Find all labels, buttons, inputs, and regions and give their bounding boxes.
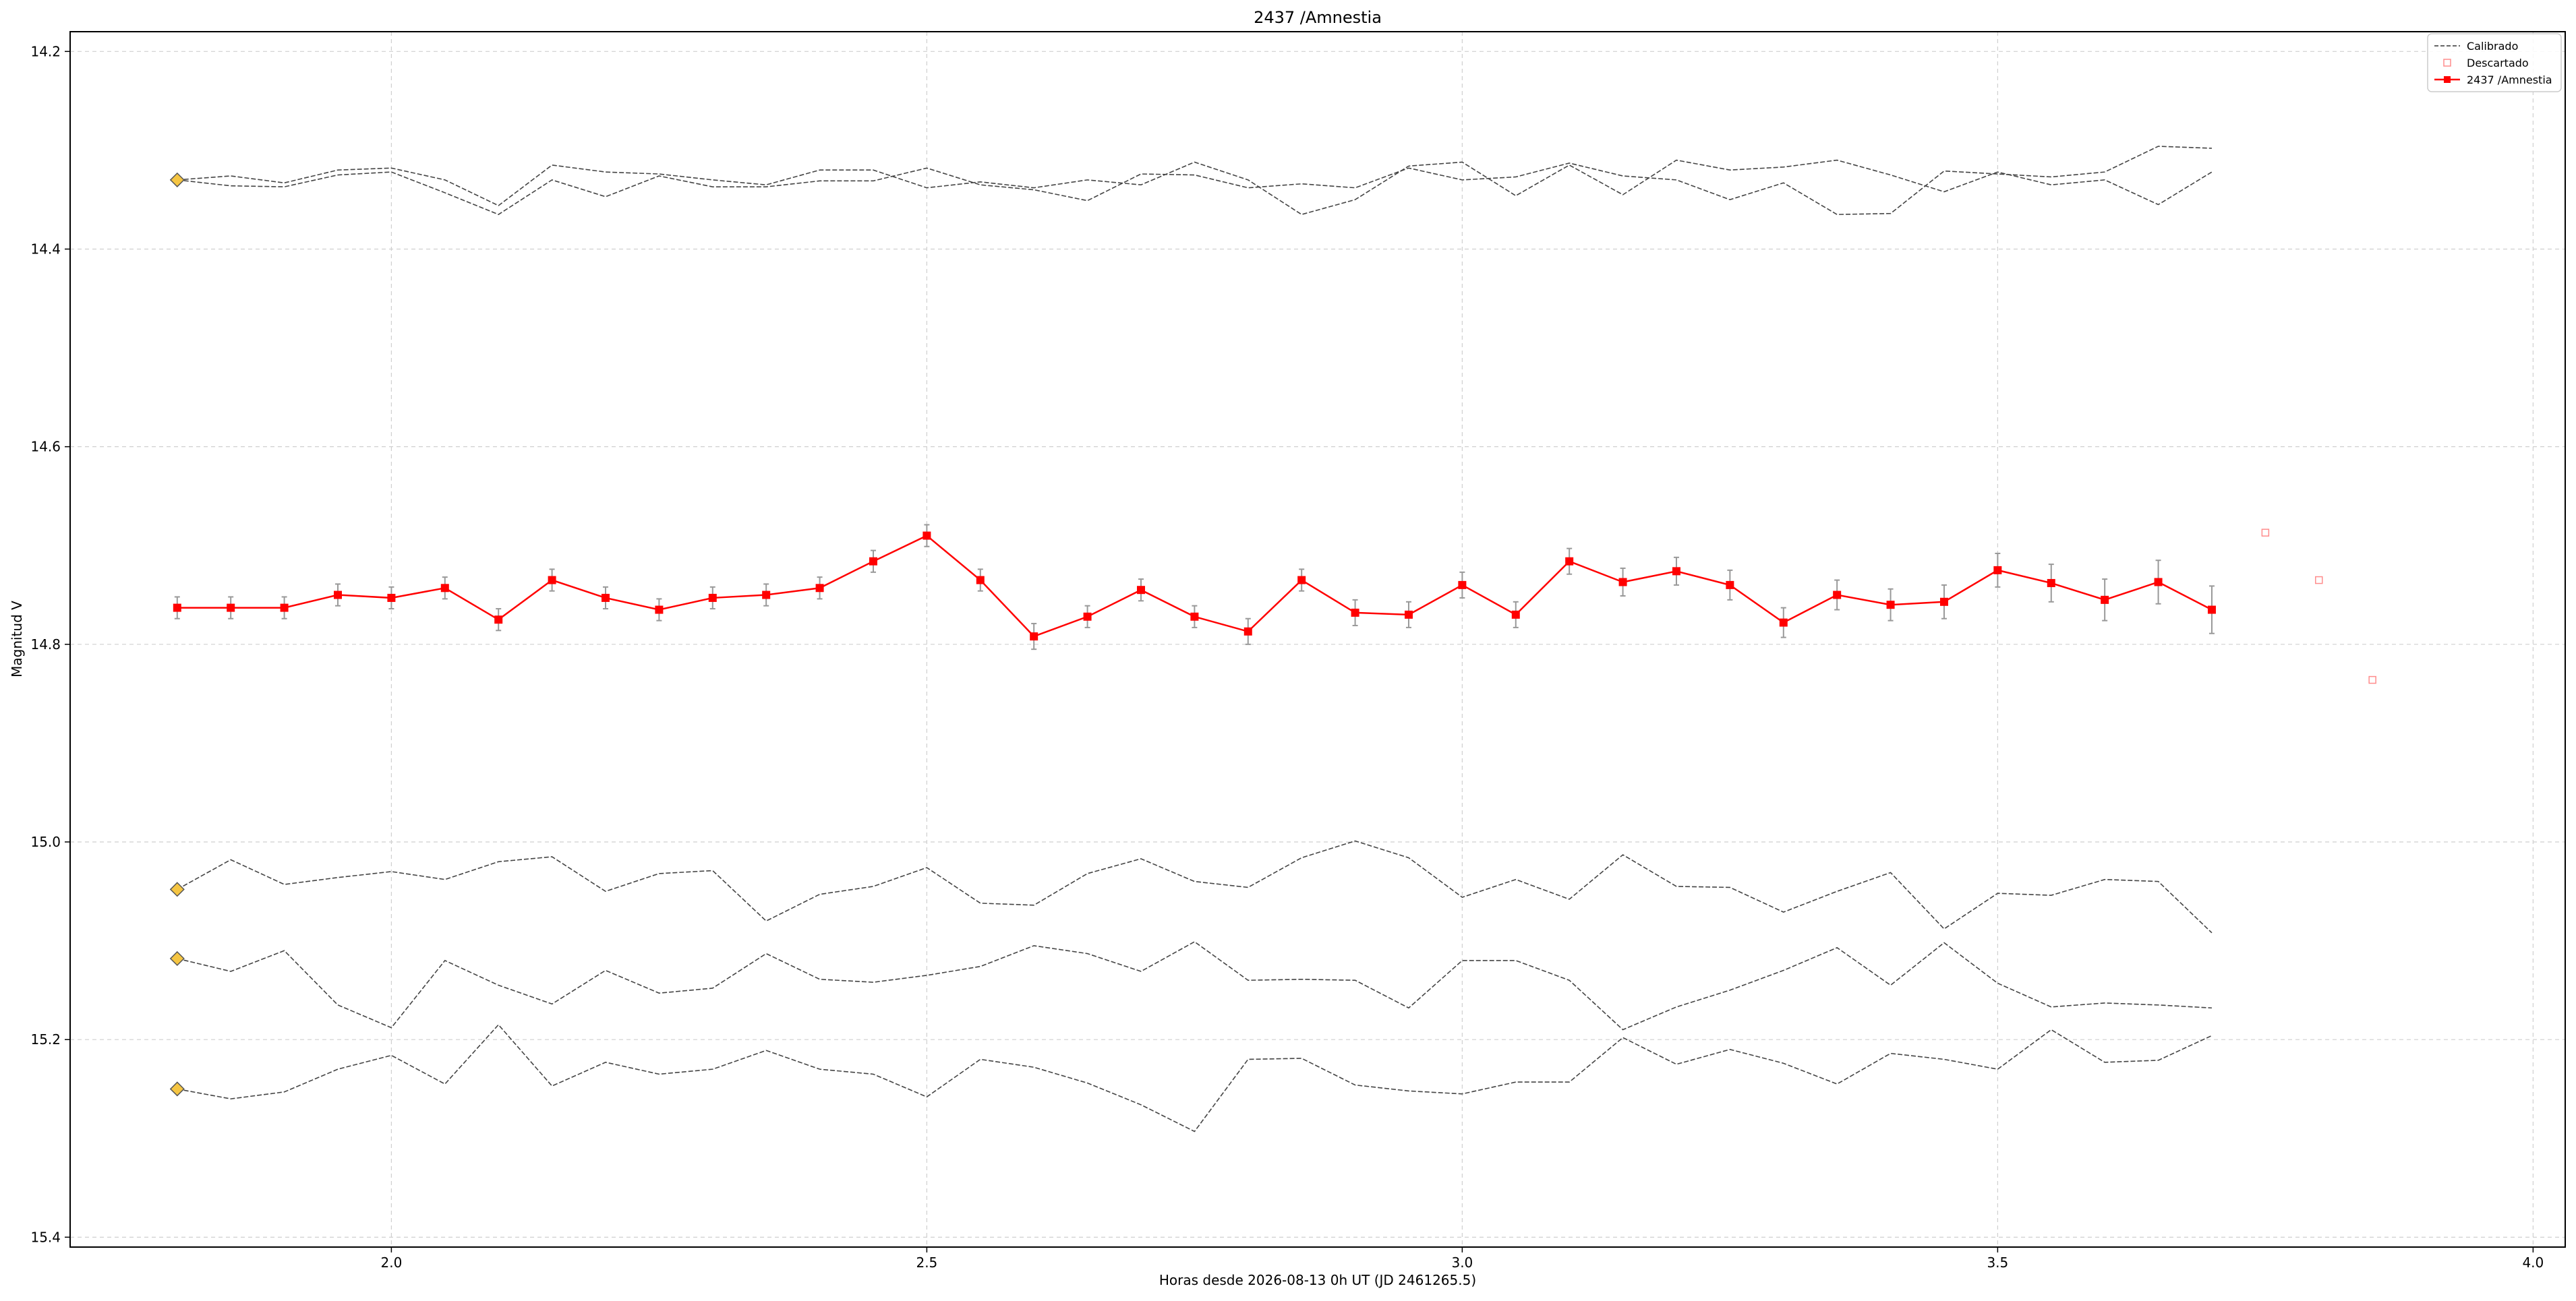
target-data-point (1726, 580, 1734, 589)
reference-markers-layer (169, 172, 185, 1097)
legend-target-swatch-marker (2444, 76, 2451, 83)
chart-title: 2437 /Amnestia (1254, 8, 1382, 27)
grid-layer (70, 32, 2565, 1247)
x-tick-label: 4.0 (2522, 1254, 2544, 1271)
target-data-point (1297, 576, 1306, 584)
target-data-point (2101, 595, 2109, 604)
target-data-point (548, 576, 556, 584)
target-data-point (762, 591, 771, 599)
legend-descartado-label: Descartado (2467, 57, 2529, 69)
target-data-point (708, 593, 717, 602)
target-data-point (1618, 578, 1627, 586)
target-data-point (1511, 610, 1520, 619)
y-tick-label: 15.2 (30, 1031, 61, 1048)
target-data-point (601, 593, 610, 602)
legend-box (2427, 33, 2562, 92)
target-data-point (923, 531, 931, 540)
target-data-point (1404, 610, 1413, 619)
target-data-point (869, 557, 877, 566)
target-data-point (280, 603, 289, 612)
legend-descartado-swatch (2443, 59, 2451, 67)
target-data-point (1136, 586, 1145, 595)
legend: Calibrado Descartado 2437 /Amnestia (2427, 33, 2562, 92)
x-tick-label: 2.5 (916, 1254, 937, 1271)
target-data-point (227, 603, 235, 612)
target-data-point (2207, 605, 2216, 614)
target-data-point (2154, 578, 2163, 586)
discarded-points-layer (2261, 528, 2376, 684)
reference-star-marker (169, 950, 185, 967)
calibrated-series-line (177, 1023, 2213, 1132)
target-data-point (655, 605, 664, 614)
target-data-point (1190, 612, 1199, 621)
x-tick-label: 3.0 (1451, 1254, 1473, 1271)
x-axis-ticks: 2.0 2.5 3.0 3.5 4.0 (380, 1247, 2544, 1271)
plot-frame (69, 31, 2566, 1248)
target-data-point (173, 603, 181, 612)
target-data-point (1833, 591, 1842, 599)
y-axis-label: Magnitud V (9, 601, 25, 677)
target-data-point (1083, 612, 1092, 621)
y-tick-label: 15.4 (30, 1229, 61, 1245)
target-data-point (976, 576, 985, 584)
x-axis-label: Horas desde 2026-08-13 0h UT (JD 2461265… (1159, 1272, 1476, 1288)
target-data-point (1993, 566, 2002, 574)
reference-star-marker (169, 882, 185, 897)
legend-target-label: 2437 /Amnestia (2467, 73, 2552, 86)
y-tick-label: 14.4 (30, 241, 61, 257)
calibrated-series-line (177, 941, 2213, 1031)
target-data-point (815, 584, 824, 593)
calibrated-series-layer (177, 146, 2213, 1132)
target-data-point (1458, 580, 1467, 589)
target-data-point (387, 593, 396, 602)
target-data-point (333, 591, 342, 599)
target-data-point (1030, 632, 1038, 641)
reference-star-marker (169, 1081, 185, 1097)
calibrated-series-line (177, 146, 2212, 216)
target-data-point (1565, 557, 1574, 566)
target-data-point (1351, 608, 1359, 617)
target-data-point (1939, 597, 1948, 606)
target-data-point (440, 584, 449, 593)
target-data-point (1243, 627, 1252, 636)
y-axis-ticks: 14.2 14.4 14.6 14.8 15.0 15.2 15.4 (30, 43, 70, 1245)
y-tick-label: 14.6 (30, 439, 61, 455)
y-tick-label: 15.0 (30, 834, 61, 850)
target-data-point (2047, 578, 2055, 587)
legend-calibrado-label: Calibrado (2467, 40, 2518, 53)
target-data-point (494, 615, 503, 624)
discarded-data-point (2315, 576, 2323, 584)
calibrated-series-line (177, 840, 2213, 934)
x-tick-label: 2.0 (380, 1254, 402, 1271)
discarded-data-point (2261, 528, 2270, 537)
calibrated-series-line (177, 159, 2213, 216)
y-tick-label: 14.8 (30, 636, 61, 653)
x-tick-label: 3.5 (1987, 1254, 2008, 1271)
target-data-point (1672, 567, 1680, 576)
discarded-data-point (2368, 675, 2376, 684)
y-tick-label: 14.2 (30, 43, 61, 59)
target-data-point (1779, 618, 1788, 627)
target-data-point (1886, 601, 1895, 609)
reference-star-marker (169, 172, 185, 187)
target-series-layer (173, 524, 2216, 650)
